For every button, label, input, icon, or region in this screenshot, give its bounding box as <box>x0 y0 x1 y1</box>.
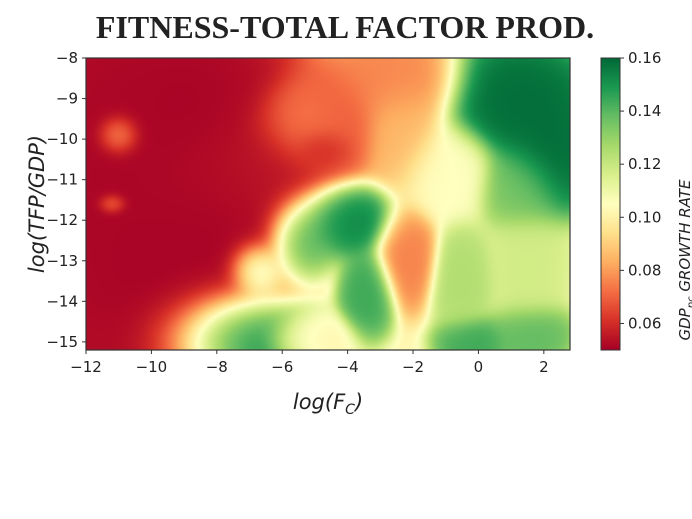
x-axis-ticks: −12 −10 −8 −6 −4 −2 0 2 <box>70 350 549 376</box>
y-tick-label: −9 <box>56 90 78 108</box>
y-tick-label: −13 <box>46 252 78 270</box>
x-tick-label: 2 <box>539 358 549 376</box>
x-tick-label: −10 <box>136 358 168 376</box>
colorbar-ticks: 0.06 0.08 0.10 0.12 0.14 0.16 <box>620 49 661 332</box>
colorbar-tick-label: 0.06 <box>628 314 661 332</box>
chart-title: FITNESS-TOTAL FACTOR PROD. <box>96 9 594 45</box>
colorbar-label-subscript: pc <box>686 296 692 309</box>
y-tick-label: −11 <box>46 171 78 189</box>
y-tick-label: −8 <box>56 49 78 67</box>
plot-frame <box>85 57 571 351</box>
y-tick-label: −12 <box>46 211 78 229</box>
colorbar-gradient <box>600 57 621 351</box>
colorbar: 0.06 0.08 0.10 0.12 0.14 0.16 GDPpc GROWTH RA… <box>600 49 692 351</box>
heatmap-area <box>85 57 571 351</box>
colorbar-label: GDPpc GROWTH RATE <box>676 179 692 341</box>
y-axis-ticks: −8 −9 −10 −11 −12 −13 −14 −15 <box>46 49 86 351</box>
x-tick-label: −8 <box>206 358 228 376</box>
x-axis-label-subscript: C <box>345 402 355 418</box>
x-axis-label: log(FC) <box>293 390 363 418</box>
y-tick-label: −10 <box>46 130 78 148</box>
x-tick-label: −2 <box>402 358 424 376</box>
y-tick-label: −14 <box>46 292 78 310</box>
colorbar-tick-label: 0.10 <box>628 208 661 226</box>
colorbar-tick-label: 0.12 <box>628 155 661 173</box>
y-axis-label: log(TFP/GDP) <box>25 135 49 273</box>
colorbar-tick-label: 0.16 <box>628 49 661 67</box>
colorbar-tick-label: 0.14 <box>628 102 661 120</box>
heatmap-canvas <box>86 58 570 350</box>
x-tick-label: −12 <box>70 358 102 376</box>
colorbar-tick-label: 0.08 <box>628 261 661 279</box>
x-tick-label: 0 <box>474 358 484 376</box>
x-tick-label: −4 <box>337 358 359 376</box>
y-tick-label: −15 <box>46 333 78 351</box>
x-tick-label: −6 <box>271 358 293 376</box>
